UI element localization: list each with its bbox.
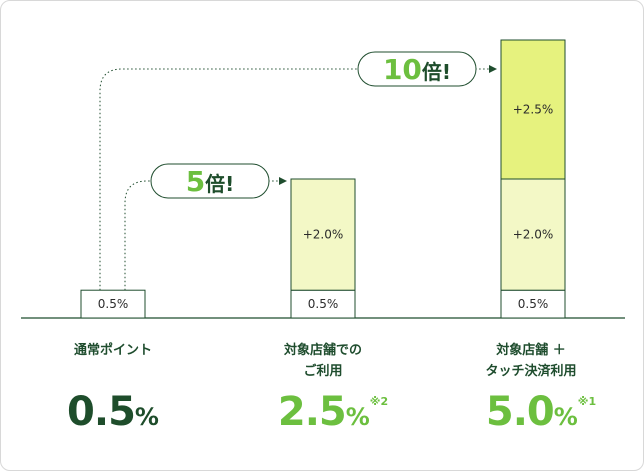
bar-segment-2-2 (500, 39, 566, 180)
annotation-pill-1 (357, 51, 477, 87)
annotation-suffix-1: 倍! (422, 60, 451, 84)
annotation-suffix-0: 倍! (205, 172, 234, 196)
total-normal-value: 0.5 (67, 389, 136, 435)
total-store-touch: 5.0%※1 (461, 389, 621, 435)
bar-segment-1-0 (290, 289, 356, 319)
column-label-store: 対象店舗での ご利用 (283, 343, 362, 379)
bar-value-label-2-2: +2.5% (513, 103, 554, 117)
bar-segment-0-0 (80, 289, 146, 319)
bar-value-label-2-1: +2.0% (513, 228, 554, 242)
annotation-multiplier-0: 5 (186, 165, 205, 198)
bar-value-label-1-0: 0.5% (308, 297, 339, 311)
total-store-touch-unit: % (553, 403, 578, 431)
annotation-connector-0 (124, 180, 279, 291)
bar-value-label-1-1: +2.0% (303, 228, 344, 242)
column-label-store-touch: 対象店舗 ＋ タッチ決済利用 (485, 343, 577, 379)
annotation-arrowhead-1 (489, 65, 497, 73)
total-store-touch-value: 5.0 (485, 389, 555, 435)
annotation-arrowhead-0 (279, 177, 287, 185)
bar-value-label-2-0: 0.5% (518, 297, 549, 311)
annotation-label-1: 10倍! (383, 53, 451, 86)
annotation-connector-1 (99, 68, 489, 291)
total-store-touch-note: ※1 (577, 395, 597, 408)
annotation-multiplier-1: 10 (383, 53, 422, 86)
annotation-label-0: 5倍! (186, 165, 235, 198)
total-normal-unit: % (134, 403, 159, 431)
total-store-note: ※2 (369, 395, 389, 408)
total-store-unit: % (345, 403, 370, 431)
column-label-normal: 通常ポイント (73, 343, 152, 358)
annotation-pill-0 (150, 163, 270, 199)
bar-value-label-0-0: 0.5% (98, 297, 129, 311)
total-normal: 0.5% (53, 389, 173, 435)
total-store-value: 2.5 (277, 389, 347, 435)
total-store: 2.5%※2 (263, 389, 403, 435)
bar-segment-1-1 (290, 178, 356, 291)
